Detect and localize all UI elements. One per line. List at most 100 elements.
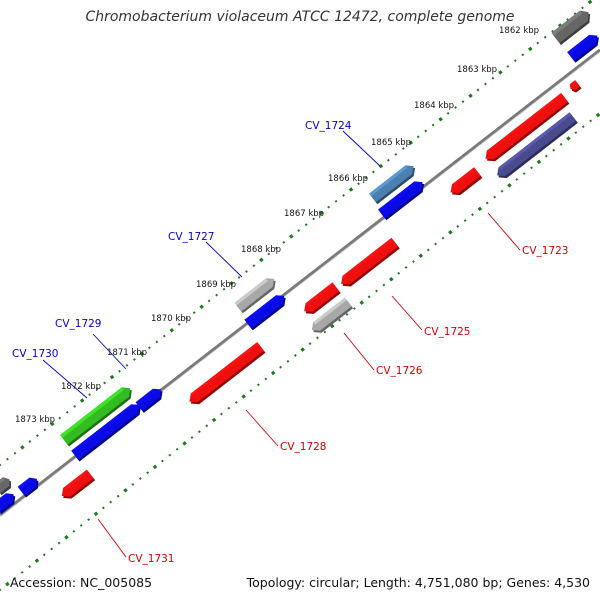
gene-label-cv1726[interactable]: CV_1726 [376,365,423,377]
gene-rev-1725b[interactable] [301,282,341,317]
gene-dark-edge[interactable] [0,475,14,496]
gene-fwd-edge1-highlight [17,477,32,490]
gene-label-cv1730[interactable]: CV_1730 [12,348,59,360]
gene-grey-1726[interactable] [308,297,354,337]
inner-dot-67 [101,506,105,510]
inner-dot-26 [404,266,408,269]
gene-dark-top-body [551,10,589,44]
inner-dot-66 [109,500,113,504]
inner-dot-76 [34,558,40,563]
inner-dot-19 [456,225,460,228]
outer-dot-13 [491,76,495,80]
gene-fwd-1727-body [244,295,285,329]
outer-dot-75 [28,440,32,443]
gene-fwd-edge2[interactable] [0,490,19,515]
outer-dot-21 [431,123,435,127]
tick-label-1873: 1873 kbp [15,415,55,425]
gene-cv1724-a-highlight [369,165,408,197]
inner-dot-52 [211,417,217,423]
outer-dot-76 [20,445,25,450]
inner-dot-58 [168,453,172,457]
gene-label-cv1724[interactable]: CV_1724 [305,120,352,132]
outer-dot-0 [587,0,593,5]
gene-rev-tiny[interactable] [568,80,582,94]
gene-fwd-1727[interactable] [244,292,289,331]
outer-dot-37 [312,217,316,221]
inner-dot-40 [300,347,305,352]
inner-dot-63 [131,483,135,486]
gene-fwd-edge2-body [0,493,14,513]
inner-dot-27 [397,271,401,275]
outer-dot-45 [252,264,256,268]
inner-dot-45 [264,377,268,381]
gene-cv1724-b[interactable] [378,178,427,221]
inner-dot-38 [316,336,319,340]
gene-rev-1723b-highlight [451,167,477,188]
gene-rev-1728[interactable] [186,342,266,408]
gene-fwd-edge1[interactable] [17,475,42,498]
inner-dot-10 [522,172,526,176]
gene-label-cv1725[interactable]: CV_1725 [424,326,471,338]
inner-dot-7 [544,154,548,158]
inner-dot-64 [123,488,128,493]
inner-dot-75 [42,553,46,557]
gene-dark-top[interactable] [551,7,594,45]
gene-label-cv1727[interactable]: CV_1727 [168,231,215,243]
gene-label-cv1723[interactable]: CV_1723 [522,245,569,257]
outer-dot-27 [386,158,390,162]
outer-dot-72 [50,421,55,427]
outer-dot-73 [43,428,47,432]
inner-dot-61 [146,471,150,475]
inner-dot-79 [13,576,17,580]
outer-dot-48 [229,281,234,286]
leader-cv1727 [205,241,243,278]
outer-dot-35 [327,205,331,209]
inner-dot-71 [72,529,76,533]
gene-fwd-top[interactable] [567,31,600,63]
gene-rev-1731[interactable] [58,469,96,503]
outer-dot-60 [139,351,145,356]
outer-dot-46 [245,270,248,273]
outer-dot-32 [348,187,354,192]
outer-dot-43 [267,252,271,256]
gene-rev-1728-body [189,342,264,403]
inner-dot-32 [359,300,364,305]
inner-dot-73 [57,541,61,545]
inner-dot-72 [64,534,69,540]
gene-dark-top-highlight [551,10,583,36]
gene-rev-1725[interactable] [338,237,400,290]
outer-dot-30 [364,176,368,180]
inner-dot-12 [507,183,512,188]
outer-dot-18 [454,106,457,109]
gene-rev-1723a[interactable] [482,93,570,165]
outer-dot-62 [125,363,129,367]
gene-rev-1728-highlight [190,342,260,397]
outer-dot-70 [65,410,69,414]
outer-dot-7 [536,41,540,45]
outer-dot-44 [259,257,264,263]
gene-grey-1727[interactable] [234,275,279,314]
outer-dot-51 [207,299,211,303]
outer-dot-10 [513,59,517,63]
gene-cv1724-a[interactable] [369,162,418,205]
outer-dot-57 [162,334,166,338]
gene-navy-1723-highlight [498,112,572,171]
inner-dot-8 [536,159,542,165]
gene-navy-1723[interactable] [494,112,578,182]
inner-dot-1 [589,119,593,123]
gene-grey-1727-highlight [234,278,269,306]
gene-label-cv1731[interactable]: CV_1731 [128,553,175,565]
gene-grey-1727-body [234,278,275,312]
inner-dot-74 [50,547,54,551]
gene-rev-1723a-highlight [486,93,564,154]
gene-label-cv1728[interactable]: CV_1728 [280,441,327,453]
inner-dot-48 [241,394,246,399]
gene-cv1724-b-highlight [378,181,417,213]
gene-rev-1723b[interactable] [447,167,483,199]
gene-fwd-1730[interactable] [71,401,144,462]
outer-dot-15 [476,88,480,92]
inner-dot-13 [500,189,504,193]
gene-fwd-small[interactable] [135,385,166,413]
gene-label-cv1729[interactable]: CV_1729 [55,318,102,330]
gene-green-1729[interactable] [60,384,135,447]
